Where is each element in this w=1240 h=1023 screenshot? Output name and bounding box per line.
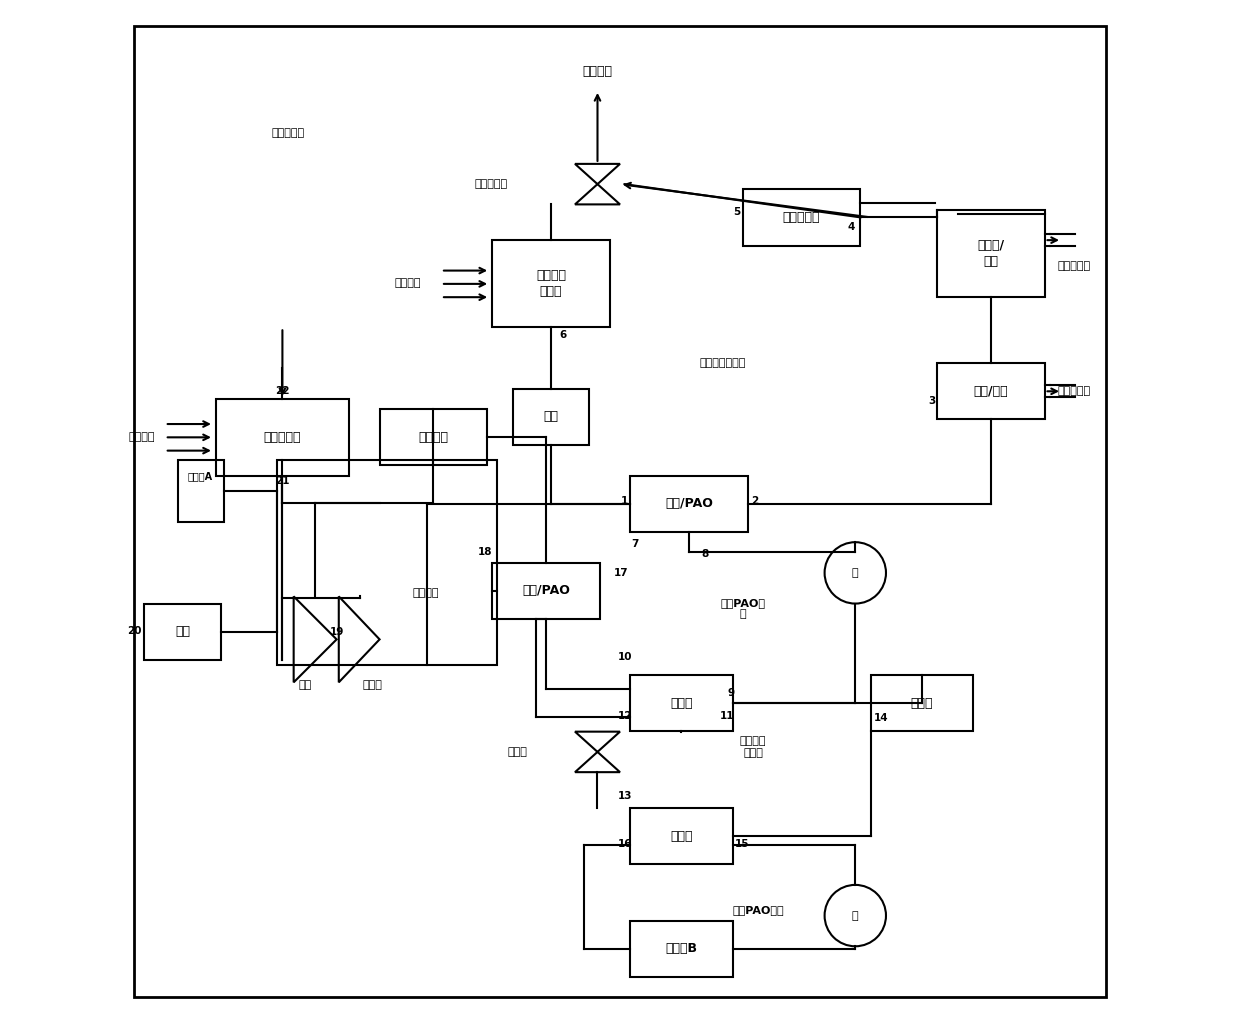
Bar [630,675,733,731]
Bar [492,563,600,619]
Text: 涡轮: 涡轮 [299,680,311,691]
Text: 12: 12 [618,711,632,721]
Text: 3: 3 [928,396,935,406]
Text: 蒸发器: 蒸发器 [670,830,693,843]
Bar [937,363,1044,419]
Text: 燃油冷却
换热器: 燃油冷却 换热器 [536,269,565,299]
Text: 15: 15 [734,839,749,849]
Bar [278,460,497,665]
Text: 初级换热器: 初级换热器 [264,431,301,444]
Text: 2: 2 [751,496,758,506]
Text: 水分离器: 水分离器 [418,431,449,444]
Text: 19: 19 [330,627,343,637]
Text: 16: 16 [618,839,632,849]
Text: 14: 14 [874,713,888,723]
Text: 泵: 泵 [852,568,858,578]
Text: 10: 10 [618,652,632,662]
Text: 燃油/PAO: 燃油/PAO [665,497,713,510]
Text: 高通PAO循
环: 高通PAO循 环 [720,597,765,620]
Bar [216,399,348,476]
Text: 1: 1 [621,496,629,506]
Text: 发动机冷却: 发动机冷却 [782,211,821,224]
Text: 压气机: 压气机 [362,680,382,691]
Text: 冲压空气: 冲压空气 [394,278,420,288]
Text: 油箱: 油箱 [543,410,558,424]
Text: 去液压系统: 去液压系统 [1058,261,1091,271]
Text: 冲压空气: 冲压空气 [129,432,155,442]
Bar [937,210,1044,297]
Bar [743,189,861,246]
Text: 液压油/
燃油: 液压油/ 燃油 [977,238,1004,268]
Text: 去发动机: 去发动机 [583,65,613,78]
Text: 空气/PAO: 空气/PAO [522,584,569,597]
Text: 节流阀: 节流阀 [507,747,528,757]
Bar [870,675,973,731]
Text: 7: 7 [631,539,639,549]
Bar [144,604,221,660]
Bar [379,409,487,465]
Text: 燃油热管理循环: 燃油热管理循环 [699,358,745,368]
Bar [492,240,610,327]
Text: 电子舱B: 电子舱B [666,942,697,955]
Bar [630,476,748,532]
Text: 5: 5 [734,207,740,217]
Text: 冷凝器: 冷凝器 [670,697,693,710]
Text: 13: 13 [618,791,632,801]
Text: 17: 17 [614,568,629,578]
Text: 燃油分配阀: 燃油分配阀 [475,179,507,189]
Text: 蒸发式制
冷循环: 蒸发式制 冷循环 [740,736,766,758]
Text: 电子舱A: 电子舱A [188,471,213,481]
Text: 21: 21 [275,476,290,486]
Text: 22: 22 [275,386,290,396]
Text: 18: 18 [477,547,492,558]
Text: 去滑油系统: 去滑油系统 [1058,386,1091,396]
Text: 泵: 泵 [852,910,858,921]
Text: 11: 11 [720,711,734,721]
Bar [630,921,733,977]
Bar [630,808,733,864]
Text: 6: 6 [559,329,567,340]
Text: 座舱: 座舱 [175,625,190,638]
Bar [179,460,224,522]
Text: 压缩机: 压缩机 [910,697,932,710]
Text: 4: 4 [848,222,856,232]
Text: 低通PAO循环: 低通PAO循环 [733,905,784,916]
Text: 9: 9 [728,687,734,698]
Text: 发动机引气: 发动机引气 [272,128,305,138]
Bar [512,389,589,445]
Text: 8: 8 [702,549,709,560]
Text: 润油/燃油: 润油/燃油 [973,385,1008,398]
Text: 空气循环: 空气循环 [413,588,439,598]
Text: 20: 20 [126,626,141,636]
